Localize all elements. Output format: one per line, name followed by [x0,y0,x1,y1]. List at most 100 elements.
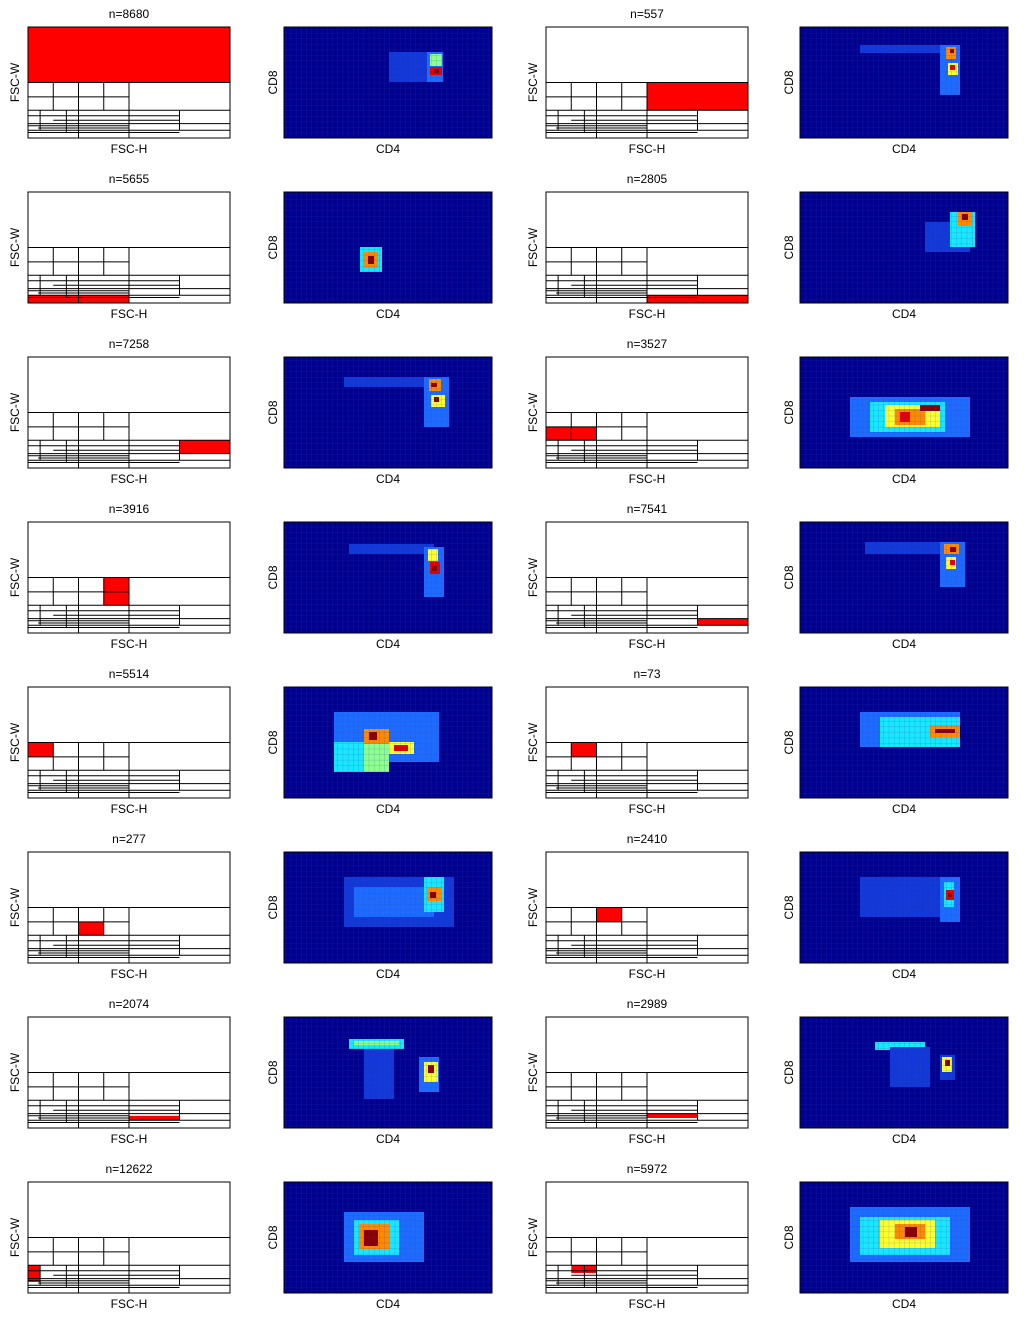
plot-frame [283,191,493,304]
y-axis-label: FSC-W [8,887,22,927]
panel-title: n=2989 [627,997,668,1011]
x-axis-label: FSC-H [629,967,666,981]
y-axis-label: CD8 [782,1060,796,1084]
plot-frame [799,521,1009,634]
heatmap-grid [800,1182,1008,1293]
plot-frame [27,1016,231,1129]
x-axis-label: CD4 [892,802,916,816]
y-axis-label: FSC-W [526,392,540,432]
highlighted-cell [28,1265,41,1282]
y-axis-label: FSC-W [8,557,22,597]
heatmap-grid [800,522,1008,633]
plot-frame [799,851,1009,964]
plot-frame [545,26,749,139]
highlighted-cell [571,742,597,757]
highlighted-cell [697,618,748,626]
x-axis-label: FSC-H [111,637,148,651]
heatmap-grid [800,357,1008,468]
panel-title: n=5514 [109,667,150,681]
y-axis-label: CD8 [782,235,796,259]
y-axis-label: CD8 [266,70,280,94]
y-axis-label: CD8 [266,1060,280,1084]
x-axis-label: FSC-H [111,1132,148,1146]
highlighted-cell [647,82,748,111]
plot-frame [545,851,749,964]
x-axis-label: FSC-H [111,307,148,321]
x-axis-label: CD4 [376,637,400,651]
y-axis-label: CD8 [266,235,280,259]
heatmap-grid [800,852,1008,963]
x-axis-label: FSC-H [111,142,148,156]
panel-title: n=3916 [109,502,150,516]
x-axis-label: FSC-H [111,1297,148,1311]
plot-frame [283,521,493,634]
highlighted-cell [647,1113,698,1119]
highlighted-cell [596,907,622,922]
y-axis-label: CD8 [782,1225,796,1249]
heatmap-grid [284,1182,492,1293]
x-axis-label: CD4 [376,1132,400,1146]
y-axis-label: CD8 [266,565,280,589]
x-axis-label: CD4 [892,1132,916,1146]
x-axis-label: CD4 [376,472,400,486]
plot-frame [545,521,749,634]
panel-title: n=557 [630,7,664,21]
x-axis-label: CD4 [376,307,400,321]
heatmap-grid [284,27,492,138]
plot-frame [799,191,1009,304]
y-axis-label: CD8 [782,895,796,919]
plot-frame [27,521,231,634]
y-axis-label: CD8 [266,730,280,754]
y-axis-label: CD8 [266,895,280,919]
highlighted-cell [647,295,748,303]
x-axis-label: CD4 [892,967,916,981]
panel-title: n=3527 [627,337,668,351]
panel-title: n=2805 [627,172,668,186]
plot-frame [545,356,749,469]
y-axis-label: FSC-W [8,392,22,432]
y-axis-label: FSC-W [8,1052,22,1092]
panel-title: n=7258 [109,337,150,351]
x-axis-label: FSC-H [629,802,666,816]
heatmap-grid [800,687,1008,798]
panel-title: n=12622 [105,1162,152,1176]
y-axis-label: FSC-W [8,722,22,762]
x-axis-label: CD4 [892,307,916,321]
y-axis-label: FSC-W [8,227,22,267]
plot-frame [27,851,231,964]
y-axis-label: FSC-W [526,1052,540,1092]
plot-frame [799,356,1009,469]
x-axis-label: FSC-H [629,142,666,156]
plot-frame [27,26,231,139]
y-axis-label: FSC-W [526,62,540,102]
plot-frame [283,851,493,964]
y-axis-label: CD8 [266,1225,280,1249]
x-axis-label: FSC-H [629,1132,666,1146]
panel-title: n=8680 [109,7,150,21]
plot-frame [799,1016,1009,1129]
y-axis-label: FSC-W [526,227,540,267]
panel-title: n=5655 [109,172,150,186]
x-axis-label: CD4 [376,1297,400,1311]
plot-frame [283,26,493,139]
y-axis-label: CD8 [782,565,796,589]
x-axis-label: FSC-H [111,802,148,816]
plot-frame [27,686,231,799]
highlighted-cell [129,1115,180,1121]
heatmap-grid [284,522,492,633]
heatmap-grid [800,192,1008,303]
x-axis-label: CD4 [376,967,400,981]
y-axis-label: FSC-W [526,1217,540,1257]
y-axis-label: FSC-W [8,1217,22,1257]
y-axis-label: FSC-W [8,62,22,102]
heatmap-grid [284,1017,492,1128]
x-axis-label: CD4 [892,142,916,156]
highlighted-cell [28,27,230,83]
plot-frame [283,686,493,799]
y-axis-label: FSC-W [526,722,540,762]
plot-frame [545,1016,749,1129]
y-axis-label: FSC-W [526,557,540,597]
panel-title: n=5972 [627,1162,668,1176]
y-axis-label: CD8 [782,400,796,424]
